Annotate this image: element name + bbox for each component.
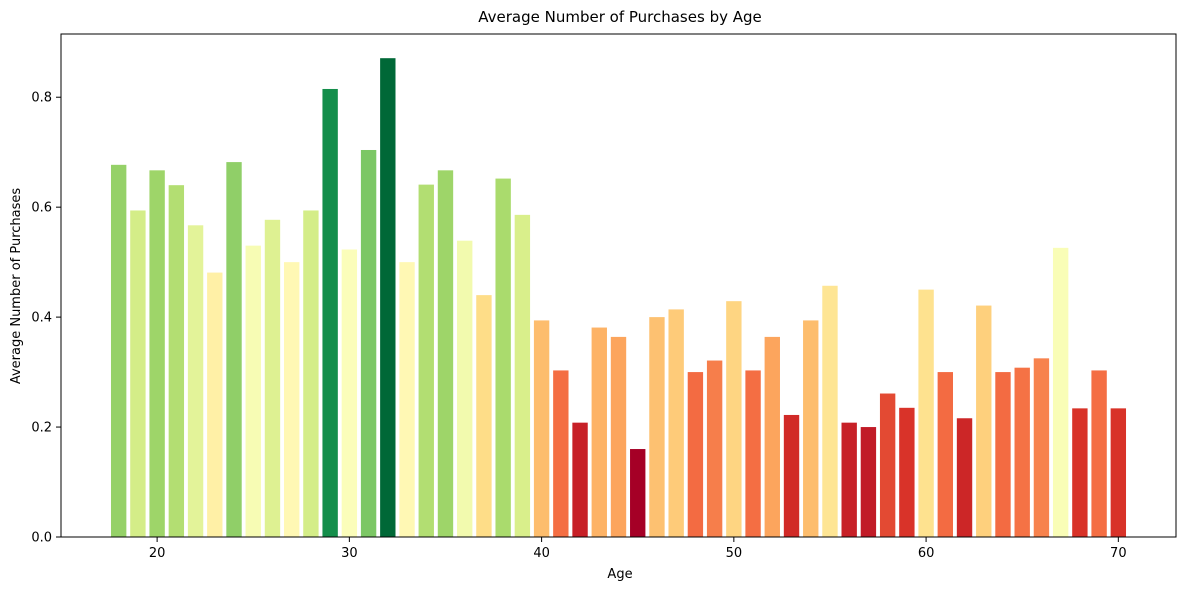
bar-age-45	[630, 449, 646, 537]
bar-age-39	[514, 214, 531, 538]
bar-age-63	[976, 305, 992, 537]
bar-age-70	[1110, 408, 1127, 537]
bar-age-65	[1014, 367, 1030, 537]
bar-age-26	[264, 219, 281, 537]
bar-age-28	[303, 210, 319, 537]
bar-age-19	[130, 210, 146, 537]
bar-age-42	[572, 422, 588, 537]
bar-age-21	[168, 185, 185, 538]
bar-age-57	[860, 427, 877, 537]
bar-age-38	[495, 178, 511, 537]
y-tick-label: 0.2	[31, 421, 52, 436]
bar-age-30	[341, 249, 358, 538]
x-tick-label: 70	[1110, 546, 1127, 561]
x-tick-label: 30	[341, 546, 358, 561]
bar-age-25	[245, 245, 261, 537]
x-axis-title: Age	[607, 567, 632, 582]
bar-age-59	[899, 407, 915, 537]
bar-age-35	[437, 170, 454, 537]
bar-age-53	[783, 414, 800, 537]
plot-area: 20 30 40 50 60 70 0.0 0.2 0.4 0.6 0.8	[31, 33, 1177, 561]
y-tick-label: 0.4	[31, 311, 52, 326]
bar-age-22	[187, 225, 204, 538]
y-axis-title: Average Number of Purchases	[9, 188, 24, 385]
bar-age-48	[687, 372, 704, 537]
bar-age-37	[476, 295, 492, 537]
bar-age-47	[668, 309, 684, 537]
bar-age-41	[553, 370, 569, 537]
bar-age-50	[726, 301, 742, 537]
bar-age-40	[533, 320, 550, 537]
bar-age-29	[322, 88, 338, 537]
bar-age-64	[995, 372, 1011, 537]
x-tick-label: 20	[149, 546, 166, 561]
x-tick-label: 60	[918, 546, 935, 561]
bar-age-69	[1091, 370, 1107, 537]
bar-age-68	[1072, 408, 1088, 537]
chart-title: Average Number of Purchases by Age	[478, 8, 762, 26]
bar-age-67	[1052, 247, 1069, 537]
x-tick-label: 40	[533, 546, 550, 561]
bar-age-27	[284, 262, 300, 537]
bar-age-33	[399, 262, 415, 537]
bar-age-62	[956, 418, 973, 537]
bar-age-54	[803, 320, 819, 537]
bar-age-61	[937, 372, 953, 537]
bar-age-24	[226, 162, 242, 537]
bar-age-51	[745, 370, 761, 537]
bar-age-20	[149, 170, 165, 537]
bar-age-43	[591, 327, 607, 537]
bar-age-49	[706, 360, 723, 537]
y-tick-label: 0.8	[31, 91, 52, 106]
bar-age-23	[207, 272, 223, 537]
bar-age-60	[918, 289, 934, 537]
y-tick-label: 0.0	[31, 531, 52, 546]
plot-frame	[60, 33, 1177, 538]
bar-age-44	[610, 336, 627, 537]
bar-age-58	[879, 393, 896, 537]
bar-age-66	[1033, 358, 1050, 537]
bar-age-56	[841, 422, 857, 537]
bar-age-31	[360, 149, 377, 538]
bar-age-52	[764, 336, 780, 537]
bar-age-36	[457, 240, 473, 537]
bar-age-18	[110, 164, 127, 537]
x-tick-label: 50	[726, 546, 743, 561]
bar-age-46	[649, 317, 665, 537]
bar-age-32	[380, 58, 396, 537]
bar-age-34	[418, 184, 434, 537]
y-tick-label: 0.6	[31, 201, 52, 216]
bar-age-55	[822, 285, 838, 537]
